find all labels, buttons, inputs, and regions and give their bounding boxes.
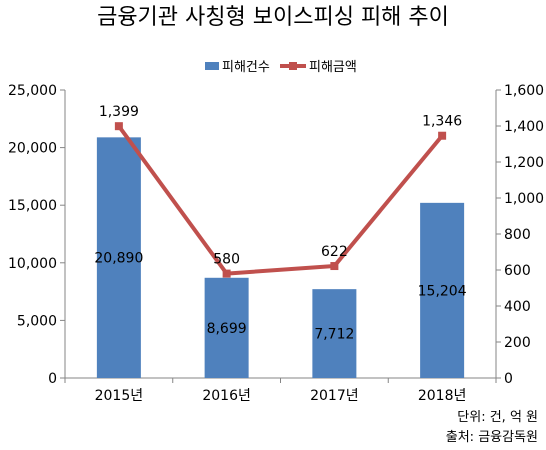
y-left-tick-label: 10,000	[8, 256, 57, 272]
bar	[96, 137, 141, 378]
bars	[96, 137, 465, 378]
y-right-tick-label: 400	[504, 299, 531, 315]
axes: 0 5,000 10,000 15,000 20,000 25,000 0 200 400 600…	[8, 83, 544, 404]
bar-value-label: 20,890	[94, 251, 143, 267]
y-right-tick-label: 1,000	[504, 191, 544, 207]
bar-value-label: 8,699	[207, 321, 247, 337]
unit-note: 단위: 건, 억 원	[457, 410, 538, 425]
y-right-tick-label: 200	[504, 335, 531, 351]
bar	[420, 202, 465, 378]
line-marker	[438, 131, 447, 140]
bar	[204, 277, 249, 378]
line-value-label: 1,399	[99, 104, 139, 120]
bar-value-label: 7,712	[314, 327, 354, 343]
line-value-label: 622	[321, 244, 348, 260]
x-tick-label: 2015년	[95, 388, 144, 404]
legend-line-marker	[289, 62, 297, 70]
y-left-tick-label: 5,000	[17, 313, 57, 329]
y-right-tick-label: 600	[504, 263, 531, 279]
x-tick-label: 2018년	[418, 388, 467, 404]
y-left-tick-label: 20,000	[8, 141, 57, 157]
legend: 피해건수 피해금액	[205, 60, 357, 75]
line-marker	[114, 122, 123, 131]
line-marker	[330, 262, 339, 271]
source-note: 출처: 금융감독원	[446, 430, 538, 445]
line-series	[114, 122, 447, 278]
x-tick-label: 2017년	[310, 388, 359, 404]
x-tick-label: 2016년	[202, 388, 251, 404]
y-right-tick-label: 1,600	[504, 83, 544, 99]
legend-bar-label: 피해건수	[222, 60, 270, 75]
data-labels: 20,890 8,699 7,712 15,204 1,399 580 622 1,346	[94, 104, 466, 342]
line-value-label: 1,346	[422, 114, 462, 130]
line-marker	[222, 269, 231, 278]
legend-line-label: 피해금액	[309, 60, 357, 75]
y-right-tick-label: 1,400	[504, 119, 544, 135]
y-right-tick-label: 0	[504, 371, 513, 387]
y-left-tick-label: 25,000	[8, 83, 57, 99]
legend-bar-swatch	[205, 62, 219, 70]
line-value-label: 580	[213, 252, 240, 268]
bar	[312, 289, 357, 378]
bar-value-label: 15,204	[418, 283, 467, 299]
y-right-tick-label: 800	[504, 227, 531, 243]
chart-title: 금융기관 사칭형 보이스피싱 피해 추이	[97, 5, 449, 30]
y-right-tick-label: 1,200	[504, 155, 544, 171]
line-path	[117, 124, 444, 276]
y-left-tick-label: 0	[48, 371, 57, 387]
y-left-tick-label: 15,000	[8, 198, 57, 214]
